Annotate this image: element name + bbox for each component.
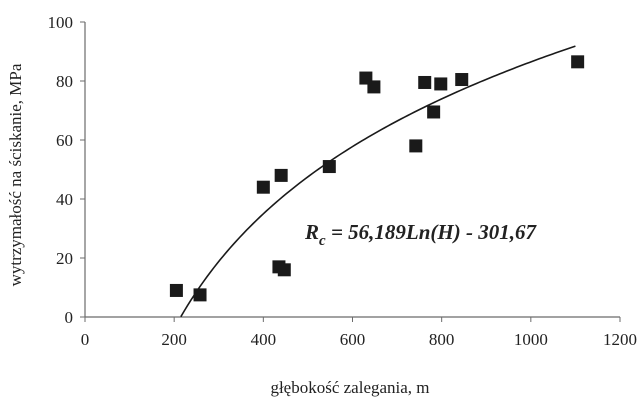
x-tick-label: 1000 xyxy=(514,330,548,349)
y-tick-label: 0 xyxy=(65,308,74,327)
axes xyxy=(80,21,621,322)
y-tick-label: 80 xyxy=(56,72,73,91)
x-tick-label: 200 xyxy=(161,330,187,349)
data-point xyxy=(418,75,432,89)
x-tick-label: 400 xyxy=(251,330,277,349)
data-point xyxy=(409,139,423,153)
y-tick-label: 100 xyxy=(48,13,74,32)
data-point xyxy=(455,73,469,87)
y-axis-title: wytrzymałość na ściskanie, MPa xyxy=(6,63,25,286)
x-tick-labels: 0 200 400 600 800 1000 1200 xyxy=(81,330,637,349)
x-axis-title: głębokość zalegania, m xyxy=(270,378,429,397)
y-tick-label: 40 xyxy=(56,190,73,209)
data-point xyxy=(193,288,207,302)
data-point xyxy=(367,80,381,94)
data-point xyxy=(434,77,448,91)
data-point xyxy=(427,105,441,119)
x-tick-label: 600 xyxy=(340,330,366,349)
y-tick-labels: 0 20 40 60 80 100 xyxy=(48,13,74,327)
data-points xyxy=(169,55,585,302)
data-point xyxy=(274,168,288,182)
data-point xyxy=(322,160,336,174)
trendline-curve xyxy=(180,45,576,318)
y-tick-label: 20 xyxy=(56,249,73,268)
equation-rest: = 56,189Ln(H) - 301,67 xyxy=(326,220,538,244)
equation-prefix: R xyxy=(304,220,319,244)
data-point xyxy=(277,263,291,277)
trendline-equation: Rc = 56,189Ln(H) - 301,67 xyxy=(304,220,537,249)
x-tick-label: 0 xyxy=(81,330,90,349)
x-tick-label: 800 xyxy=(429,330,455,349)
equation-subscript: c xyxy=(319,233,326,249)
data-point xyxy=(571,55,585,69)
x-tick-label: 1200 xyxy=(603,330,637,349)
data-point xyxy=(256,180,270,194)
y-tick-label: 60 xyxy=(56,131,73,150)
data-point xyxy=(169,283,183,297)
